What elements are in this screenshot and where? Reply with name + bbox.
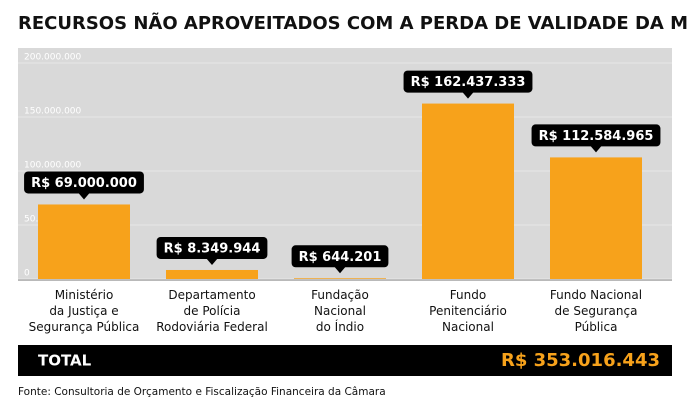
- bar: [166, 269, 258, 279]
- value-label-pointer: [206, 257, 218, 265]
- bar: [550, 157, 642, 279]
- source: Fonte: Consultoria de Orçamento e Fiscal…: [18, 386, 386, 398]
- x-tick-label: Fundo Penitenciário Nacional: [429, 288, 507, 334]
- y-tick-label: 200.000.000: [24, 53, 82, 63]
- y-tick-label: 0: [24, 269, 30, 279]
- total-bar: [18, 345, 672, 376]
- value-label-box: [156, 236, 268, 259]
- value-label-box: [24, 171, 144, 194]
- bar: [294, 278, 386, 279]
- value-label: R$ 112.584.965: [539, 129, 654, 144]
- y-tick-label: 100.000.000: [24, 161, 82, 171]
- bar: [38, 204, 130, 279]
- value-label: R$ 644.201: [299, 250, 382, 265]
- value-label-box: [403, 70, 533, 93]
- x-tick-label: Fundação Nacional do Índio: [311, 288, 369, 334]
- value-label-pointer: [334, 266, 346, 274]
- value-label: R$ 162.437.333: [411, 75, 526, 90]
- total-label: TOTAL: [38, 352, 92, 370]
- value-label-pointer: [462, 91, 474, 99]
- chart-title: RECURSOS NÃO APROVEITADOS COM A PERDA DE…: [18, 11, 689, 34]
- value-label-box: [531, 124, 661, 147]
- value-label-pointer: [78, 192, 90, 200]
- value-label-pointer: [590, 145, 602, 153]
- y-tick-label: 150.000.000: [24, 107, 82, 117]
- value-label: R$ 69.000.000: [31, 176, 137, 191]
- bar: [422, 103, 514, 279]
- value-label: R$ 8.349.944: [164, 241, 261, 256]
- x-tick-label: Fundo Nacional de Segurança Pública: [549, 288, 643, 334]
- x-tick-label: Ministério da Justiça e Segurança Públic…: [28, 288, 140, 334]
- total-value: R$ 353.016.443: [501, 350, 660, 371]
- x-tick-label: Departamento de Polícia Rodoviária Feder…: [156, 288, 268, 334]
- value-label-box: [291, 245, 389, 268]
